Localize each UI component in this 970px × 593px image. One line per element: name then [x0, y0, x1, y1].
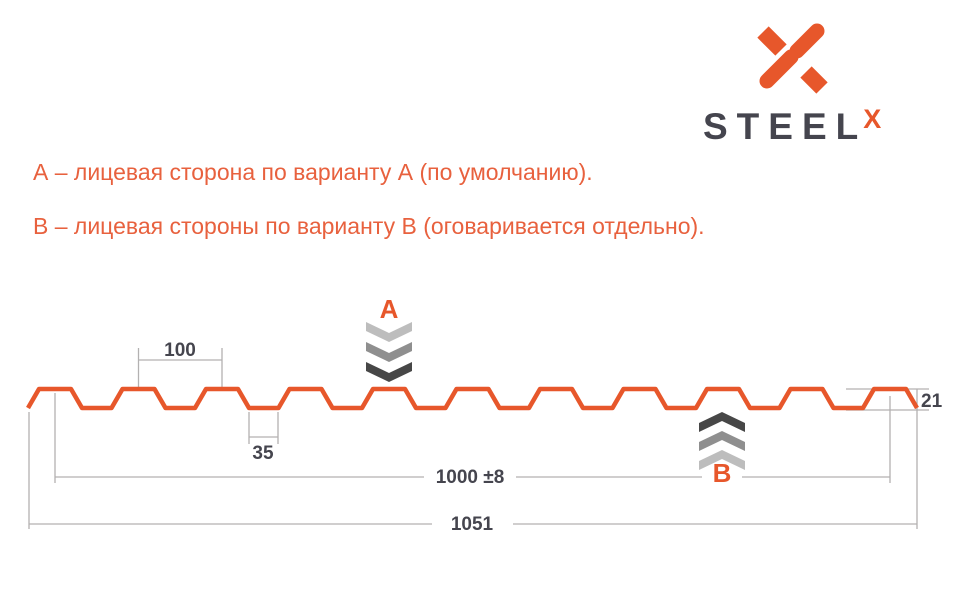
- chevron-down-icon: [366, 342, 412, 362]
- marker-a-letter: А: [380, 294, 399, 324]
- dim-cover-width: 1000 ±8: [54, 393, 891, 488]
- marker-variant-a: А: [366, 294, 412, 382]
- chevron-up-icon: [699, 450, 745, 470]
- chevron-up-icon: [699, 431, 745, 451]
- dim-label-100: 100: [164, 340, 196, 361]
- x-icon-top-left-arm: [757, 26, 787, 56]
- profile-outline: [26, 386, 919, 411]
- dim-label-1051: 1051: [451, 514, 494, 535]
- marker-variant-b: В: [699, 412, 745, 488]
- profile-drawing: 100 35 1000 ±8 1051: [26, 294, 943, 535]
- note-variant-a: А – лицевая сторона по варианту А (по ум…: [33, 159, 593, 185]
- dim-label-35: 35: [252, 443, 274, 464]
- dim-label-21: 21: [921, 391, 943, 412]
- dim-label-1000: 1000 ±8: [436, 467, 505, 488]
- dim-bottom-flat: 35: [248, 412, 279, 464]
- x-icon-bottom-left-arm: [759, 49, 799, 89]
- note-variant-b: В – лицевая стороны по варианту В (огова…: [33, 213, 705, 239]
- marker-b-letter: В: [713, 458, 732, 488]
- steelx-logo: STEELX: [700, 12, 930, 148]
- chevron-up-icon: [699, 412, 745, 432]
- dim-total-width: 1051: [28, 389, 918, 535]
- steelx-x-icon: [757, 23, 828, 94]
- chevron-down-icon: [366, 362, 412, 382]
- logo-wordmark: STEELX: [703, 104, 885, 148]
- x-icon-top-right-arm: [789, 23, 825, 59]
- x-icon-bottom-right-arm: [800, 66, 828, 94]
- logo-brand-text: STEEL: [703, 106, 868, 147]
- dim-rib-pitch: 100: [137, 340, 223, 391]
- chevron-down-icon: [366, 322, 412, 342]
- logo-brand-superscript-x: X: [863, 104, 882, 134]
